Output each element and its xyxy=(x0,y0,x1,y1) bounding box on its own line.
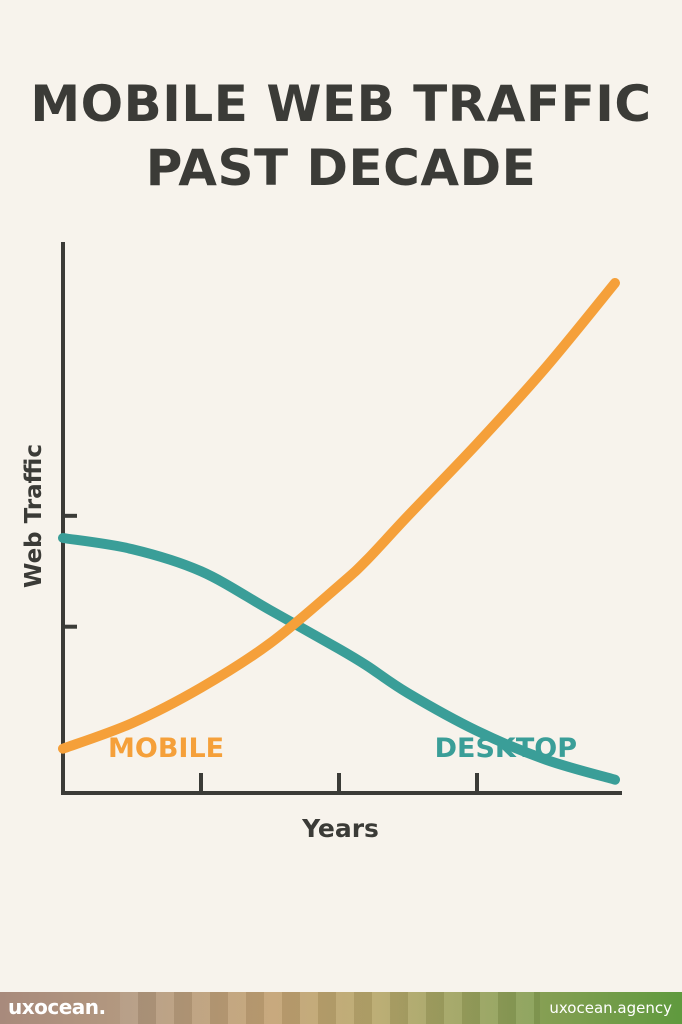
y-axis-label: Web Traffic xyxy=(21,444,47,588)
chart-series xyxy=(58,278,620,785)
legend-mobile-label: MOBILE xyxy=(108,733,224,764)
legend-desktop-label: DESKTOP xyxy=(435,733,577,764)
x-axis-label: Years xyxy=(301,814,379,843)
brand-logo: uxocean. xyxy=(8,995,106,1019)
footer-bar: uxocean. uxocean.agency xyxy=(0,992,682,1024)
chart-axes xyxy=(61,242,622,795)
series-line-mobile xyxy=(58,278,620,754)
series-line-desktop xyxy=(58,533,620,785)
footer-stripes xyxy=(120,992,540,1024)
chart-labels: MOBILE DESKTOP Years Web Traffic xyxy=(21,444,577,843)
site-url: uxocean.agency xyxy=(549,999,672,1017)
chart-title-line-1: MOBILE WEB TRAFFIC xyxy=(30,75,652,133)
chart-title-line-2: PAST DECADE xyxy=(145,139,537,197)
chart-title: MOBILE WEB TRAFFIC PAST DECADE xyxy=(0,72,682,200)
